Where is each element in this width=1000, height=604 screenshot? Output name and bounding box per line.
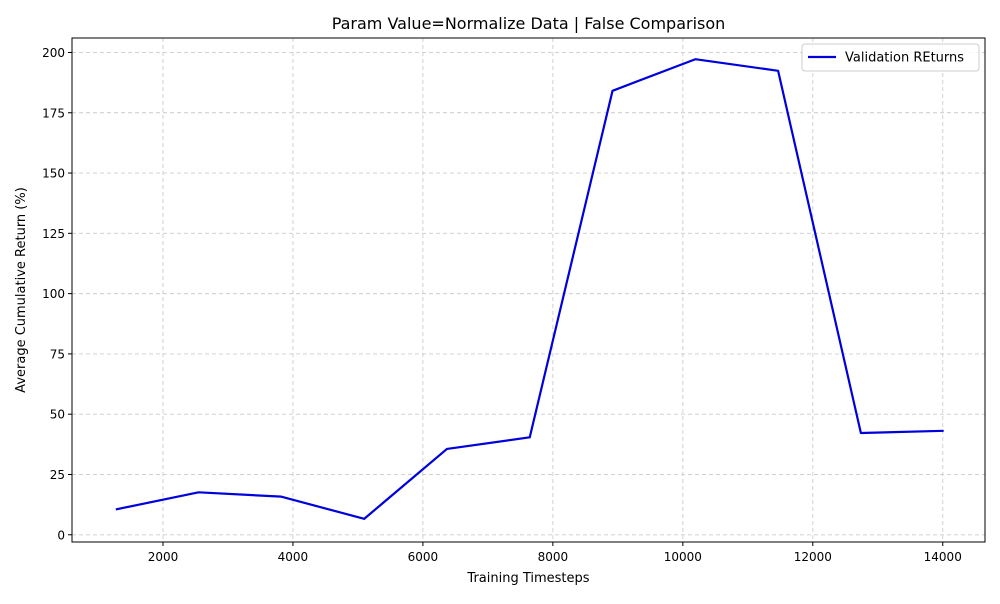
- data-point: [446, 448, 448, 450]
- y-axis-label: Average Cumulative Return (%): [14, 187, 29, 393]
- legend-label: Validation REturns: [845, 51, 964, 66]
- y-tick-label: 50: [50, 408, 65, 422]
- data-point: [694, 58, 696, 60]
- x-tick-label: 14000: [924, 550, 962, 564]
- y-tick-label: 175: [42, 106, 65, 120]
- y-tick-label: 25: [50, 468, 65, 482]
- data-point: [280, 496, 282, 498]
- data-point: [777, 70, 779, 72]
- data-point: [860, 432, 862, 434]
- data-point: [611, 90, 613, 92]
- x-tick-label: 4000: [278, 550, 309, 564]
- chart-title: Param Value=Normalize Data | False Compa…: [332, 14, 726, 33]
- y-tick-label: 200: [42, 46, 65, 60]
- plot-frame: [71, 37, 986, 543]
- y-tick-label: 150: [42, 167, 65, 181]
- data-point: [943, 430, 945, 432]
- data-point: [115, 508, 117, 510]
- y-tick-label: 125: [42, 227, 65, 241]
- series-layer: [115, 58, 945, 520]
- x-tick-label: 6000: [408, 550, 439, 564]
- x-tick-label: 8000: [538, 550, 569, 564]
- grid-layer: [72, 38, 985, 542]
- x-axis-label: Training Timesteps: [466, 571, 589, 586]
- data-point: [363, 518, 365, 520]
- x-tick-label: 10000: [664, 550, 702, 564]
- y-tick-label: 100: [42, 287, 65, 301]
- tick-layer: 2000 4000 6000 8000 10000 12000 14000 0 25 50 75 10…: [42, 46, 962, 564]
- series-line-0: [115, 58, 944, 520]
- y-tick-label: 75: [50, 347, 65, 361]
- legend-box: [801, 43, 980, 72]
- x-tick-label: 2000: [148, 550, 179, 564]
- y-tick-label: 0: [57, 528, 65, 542]
- x-tick-label: 12000: [794, 550, 832, 564]
- data-point: [529, 436, 531, 438]
- data-point: [197, 491, 199, 493]
- legend: Validation REturns: [801, 43, 980, 72]
